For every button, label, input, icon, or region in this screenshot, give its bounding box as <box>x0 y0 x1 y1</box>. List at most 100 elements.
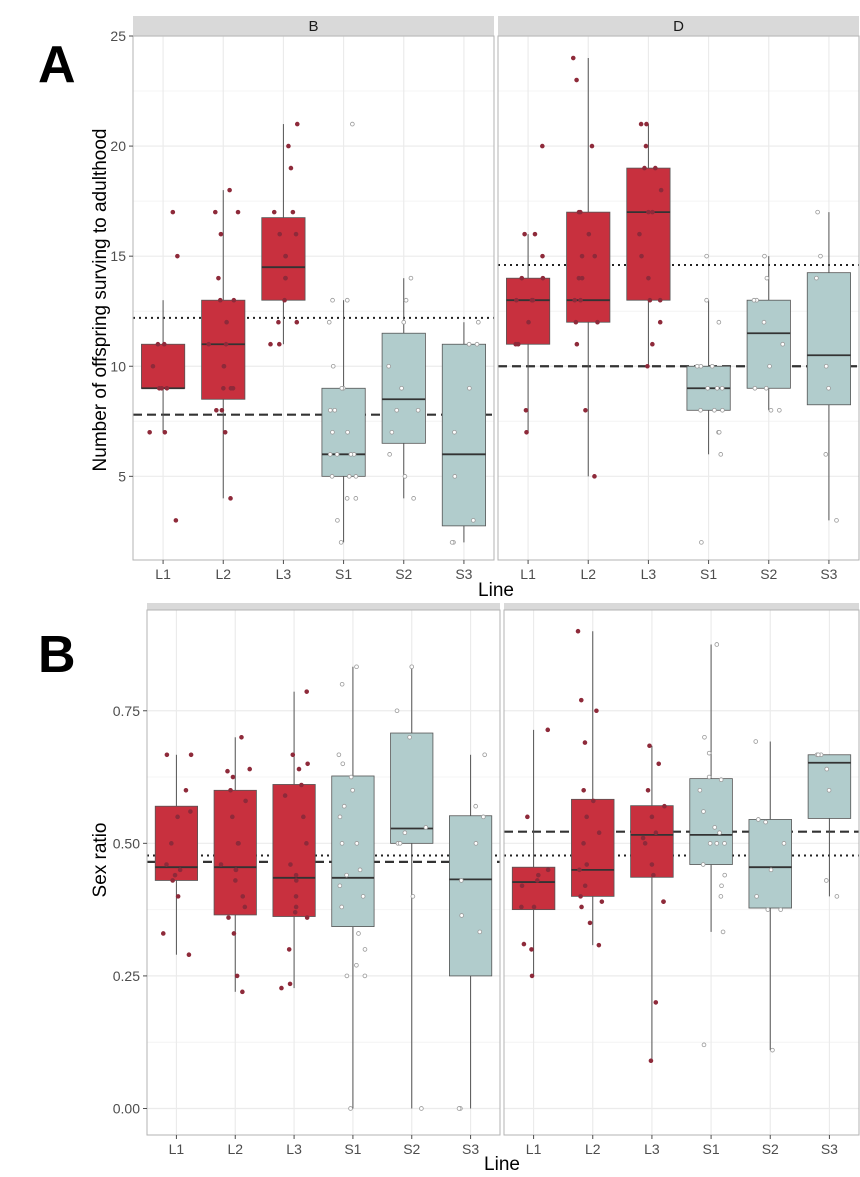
data-point-b-0-0 <box>188 809 193 814</box>
data-point-b-0-3 <box>337 814 343 820</box>
data-point-a-1-2 <box>647 297 653 303</box>
data-point-a-0-2 <box>294 319 300 325</box>
data-point-b-0-2 <box>282 793 288 798</box>
x-tick-label-b-1-4: S2 <box>762 1141 779 1157</box>
data-point-b-0-2 <box>287 981 293 987</box>
data-point-a-1-2 <box>646 209 651 215</box>
data-point-a-0-1 <box>218 231 224 237</box>
data-point-a-0-1 <box>235 209 241 215</box>
data-point-b-0-3 <box>339 841 345 846</box>
x-tick-label-a-0-1: L2 <box>215 566 231 582</box>
data-point-a-0-3 <box>329 474 335 479</box>
y-tick-label-b-3: 0.75 <box>113 703 140 719</box>
data-point-b-0-2 <box>304 915 310 920</box>
data-point-a-1-0 <box>540 253 545 259</box>
data-point-b-1-3 <box>718 894 724 899</box>
data-point-b-0-2 <box>294 878 299 883</box>
data-point-b-1-2 <box>640 835 646 841</box>
data-point-b-1-4 <box>778 907 783 912</box>
data-point-a-0-4 <box>399 385 404 391</box>
data-point-b-0-0 <box>188 752 194 758</box>
data-point-a-1-3 <box>712 407 717 413</box>
data-point-b-0-1 <box>236 841 241 846</box>
data-point-a-1-4 <box>751 297 757 303</box>
data-point-b-1-2 <box>648 1058 654 1064</box>
box-a-1-5 <box>806 272 851 406</box>
x-tick-label-b-0-3: S1 <box>344 1141 361 1157</box>
data-point-b-0-2 <box>292 909 298 915</box>
data-point-b-0-1 <box>225 768 230 774</box>
data-point-b-1-1 <box>582 883 588 889</box>
data-point-b-1-1 <box>599 899 605 904</box>
data-point-a-1-0 <box>540 275 546 281</box>
data-point-b-0-1 <box>230 774 236 780</box>
data-point-a-1-2 <box>638 121 644 127</box>
data-point-b-0-5 <box>481 814 486 820</box>
panel-label-b: B <box>38 626 76 684</box>
data-point-b-1-3 <box>714 642 720 647</box>
data-point-a-1-5 <box>834 518 839 523</box>
data-point-b-1-3 <box>718 777 724 782</box>
x-tick-label-b-1-3: S1 <box>703 1141 720 1157</box>
data-point-b-0-2 <box>293 872 299 878</box>
data-point-a-1-3 <box>698 363 704 369</box>
data-point-a-0-5 <box>466 341 472 347</box>
data-point-a-1-0 <box>514 297 519 303</box>
data-point-a-1-3 <box>694 363 700 369</box>
data-point-b-0-2 <box>286 947 292 952</box>
data-point-a-0-2 <box>276 341 282 347</box>
panel-label-a: A <box>38 36 76 94</box>
data-point-a-1-2 <box>637 231 642 237</box>
data-point-b-0-3 <box>350 788 355 793</box>
data-point-a-1-2 <box>653 165 658 171</box>
data-point-a-1-4 <box>768 407 774 413</box>
data-point-a-1-2 <box>644 121 649 127</box>
data-point-b-1-0 <box>525 814 530 820</box>
y-tick-label-a-1: 10 <box>110 358 126 374</box>
data-point-a-0-0 <box>175 253 180 259</box>
data-point-b-1-0 <box>529 947 534 952</box>
data-point-a-1-2 <box>657 297 663 303</box>
data-point-a-1-5 <box>818 253 823 259</box>
y-tick-label-b-2: 0.50 <box>113 835 140 851</box>
data-point-b-0-1 <box>243 798 248 804</box>
data-point-b-1-4 <box>768 867 774 873</box>
data-point-b-0-0 <box>164 862 169 867</box>
data-point-a-0-3 <box>348 452 354 457</box>
data-point-a-0-0 <box>162 430 168 435</box>
y-axis-title-a: Number of offspring surving to adulthood <box>90 129 111 472</box>
data-point-a-1-3 <box>709 363 715 369</box>
data-point-b-1-3 <box>722 841 727 846</box>
data-point-b-1-1 <box>578 697 584 703</box>
data-point-a-0-5 <box>467 385 472 391</box>
data-point-a-0-4 <box>386 363 391 369</box>
data-point-b-0-2 <box>299 782 304 788</box>
panel-border-a-0 <box>132 35 495 561</box>
data-point-b-0-3 <box>339 904 344 910</box>
data-point-b-1-3 <box>706 774 712 780</box>
data-point-b-1-4 <box>754 894 759 899</box>
panel-border-b-0 <box>146 609 501 1136</box>
data-point-a-0-2 <box>282 297 287 303</box>
strip-a-0 <box>133 16 494 36</box>
data-point-b-1-3 <box>701 809 706 814</box>
data-point-a-1-5 <box>823 363 829 369</box>
data-point-a-0-0 <box>164 385 170 391</box>
data-point-a-1-0 <box>524 430 529 435</box>
data-point-b-1-2 <box>653 1000 659 1005</box>
data-point-a-1-1 <box>579 253 585 259</box>
data-point-b-0-5 <box>456 1106 462 1111</box>
box-a-0-3 <box>321 387 366 477</box>
data-point-b-1-0 <box>536 872 541 878</box>
data-point-b-1-2 <box>651 872 656 878</box>
data-point-b-1-1 <box>577 867 582 873</box>
data-point-a-0-3 <box>335 518 340 523</box>
data-point-b-0-5 <box>459 913 464 918</box>
x-tick-label-a-1-3: S1 <box>700 566 717 582</box>
data-point-b-1-1 <box>578 894 583 899</box>
data-point-b-1-1 <box>582 740 588 745</box>
data-point-b-1-1 <box>596 830 602 836</box>
data-point-a-0-3 <box>330 363 336 369</box>
data-point-a-1-3 <box>716 430 722 435</box>
data-point-a-0-3 <box>332 407 338 413</box>
